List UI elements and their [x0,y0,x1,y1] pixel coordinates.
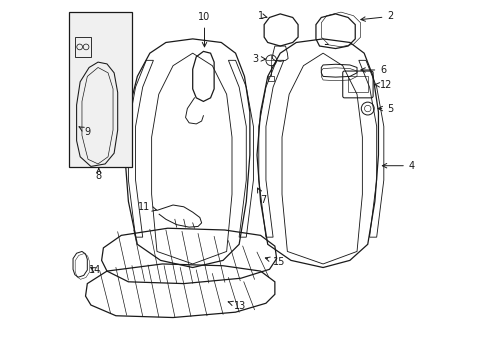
Text: 8: 8 [96,168,102,181]
Text: 6: 6 [360,65,386,75]
Text: 10: 10 [198,13,210,47]
Bar [347,76,367,92]
Text: 14: 14 [89,265,101,275]
Text: 12: 12 [374,80,392,90]
Text: 1: 1 [258,11,266,21]
Text: 4: 4 [382,161,414,171]
Text: 2: 2 [360,12,393,21]
Bar [75,37,91,57]
Bar [69,12,132,167]
Text: 3: 3 [252,54,265,64]
Text: 13: 13 [228,301,245,311]
Text: 7: 7 [257,188,266,204]
Text: 9: 9 [79,127,90,137]
Text: 15: 15 [265,257,285,267]
Text: 11: 11 [137,202,156,212]
Text: 5: 5 [377,104,393,113]
Bar [268,76,274,81]
